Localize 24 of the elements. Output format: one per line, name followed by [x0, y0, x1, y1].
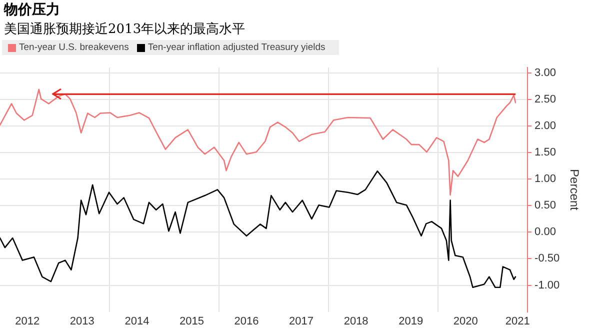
legend-label: Ten-year U.S. breakevens: [19, 42, 129, 53]
x-tick-label: 2017: [289, 315, 314, 328]
legend-label: Ten-year inflation adjusted Treasury yields: [148, 42, 326, 53]
x-tick-label: 2018: [344, 315, 368, 328]
y-tick-label: 3.00: [534, 66, 556, 79]
y-tick-label: 2.00: [534, 120, 556, 132]
y-tick-label: 2.50: [534, 93, 556, 106]
x-tick-label: 2021: [505, 315, 530, 328]
x-tick-label: 2013: [70, 315, 94, 328]
x-tick-label: 2019: [398, 315, 424, 328]
y-tick-label: 0.00: [534, 226, 556, 238]
x-tick-label: 2012: [15, 315, 40, 328]
x-tick-label: 2015: [179, 315, 204, 328]
chart-subtitle: 美国通胀预期接近2013年以来的最高水平: [4, 21, 246, 38]
x-tick-label: 2014: [124, 315, 150, 328]
y-axis-title: Percent: [567, 169, 582, 212]
y-tick-label: -1.00: [534, 279, 560, 292]
y-tick-label: -0.50: [534, 252, 560, 265]
x-tick-label: 2016: [234, 315, 259, 328]
y-tick-label: 1.00: [534, 173, 556, 186]
chart-title: 物价压力: [4, 1, 60, 19]
y-tick-label: 1.50: [534, 146, 556, 159]
x-tick-label: 2020: [453, 315, 478, 328]
y-tick-label: 0.50: [534, 200, 556, 212]
